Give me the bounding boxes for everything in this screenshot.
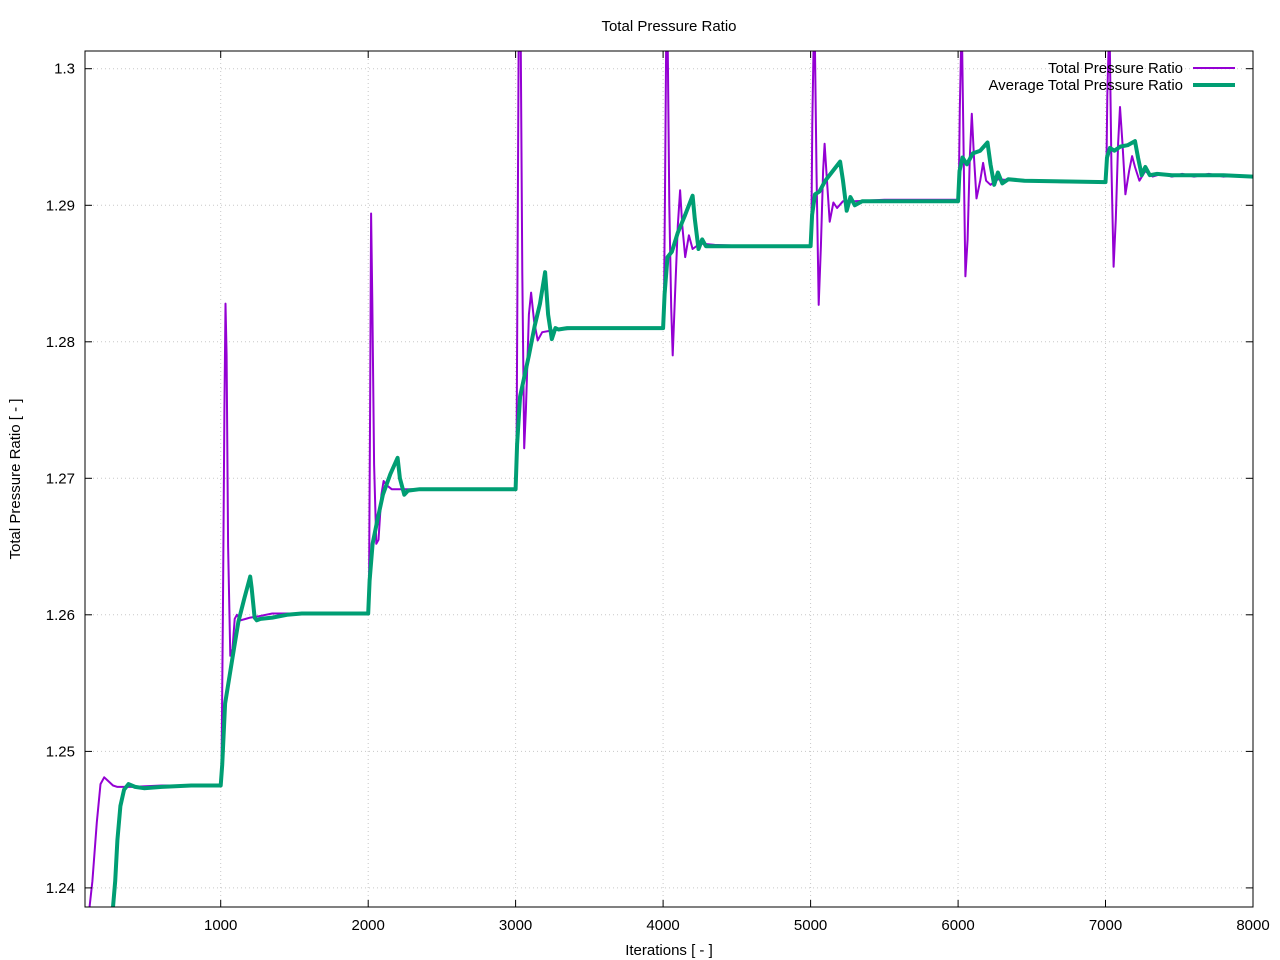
x-tick-label: 6000 [941,917,974,934]
series-line-1 [88,51,1253,907]
x-tick-label: 4000 [646,917,679,934]
chart-title: Total Pressure Ratio [601,18,736,35]
x-tick-label: 5000 [794,917,827,934]
y-tick-label: 1.3 [54,61,75,78]
x-tick-label: 3000 [499,917,532,934]
x-tick-label: 8000 [1236,917,1269,934]
plot-frame [84,50,1254,908]
tick-labels: 1000 2000 3000 4000 5000 6000 7000 8000 1.24 1.25… [46,61,1270,934]
y-tick-label: 1.24 [46,880,75,897]
x-tick-label: 2000 [352,917,385,934]
legend-label-1: Total Pressure Ratio [1048,60,1183,77]
series-line-2 [111,139,1253,907]
y-tick-label: 1.27 [46,470,75,487]
y-tick-label: 1.25 [46,743,75,760]
y-tick-label: 1.26 [46,607,75,624]
x-tick-label: 1000 [204,917,237,934]
ticks [85,51,1254,907]
plot-area [88,51,1253,907]
x-axis-label: Iterations [ - ] [625,942,713,959]
y-axis-label: Total Pressure Ratio [ - ] [7,399,24,560]
legend-label-2: Average Total Pressure Ratio [988,77,1183,94]
y-tick-label: 1.29 [46,197,75,214]
x-tick-label: 7000 [1089,917,1122,934]
y-tick-label: 1.28 [46,334,75,351]
